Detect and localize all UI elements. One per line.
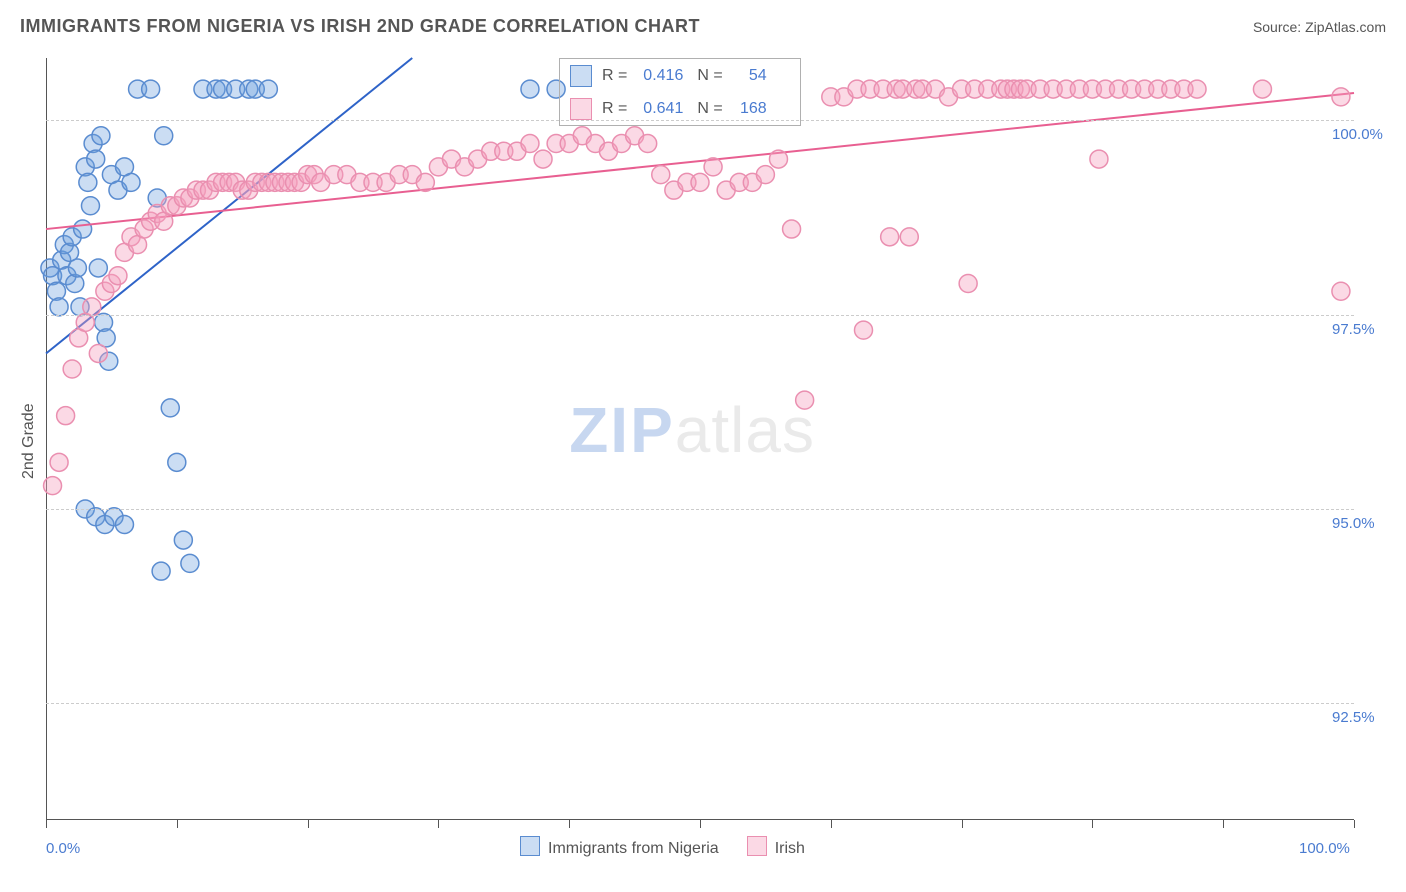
data-point — [259, 80, 277, 98]
data-point — [83, 298, 101, 316]
x-tick-mark — [962, 820, 963, 828]
data-point — [769, 150, 787, 168]
data-point — [115, 516, 133, 534]
legend-swatch-icon — [570, 98, 592, 120]
data-point — [50, 453, 68, 471]
data-point — [704, 158, 722, 176]
y-tick-label: 92.5% — [1332, 709, 1375, 726]
legend-swatch-icon — [570, 65, 592, 87]
data-point — [521, 80, 539, 98]
stats-legend: R =0.416 N = 54 R =0.641 N = 168 — [559, 58, 801, 126]
data-point — [1253, 80, 1271, 98]
data-point — [50, 298, 68, 316]
x-tick-mark — [1223, 820, 1224, 828]
y-tick-label: 100.0% — [1332, 126, 1383, 143]
data-point — [521, 135, 539, 153]
legend-n-value: 168 — [727, 100, 767, 118]
legend-swatch-icon — [747, 836, 767, 856]
data-point — [1332, 282, 1350, 300]
series-legend: Immigrants from Nigeria Irish — [520, 836, 805, 858]
x-tick-label: 0.0% — [46, 840, 80, 857]
legend-swatch-icon — [520, 836, 540, 856]
data-point — [89, 259, 107, 277]
grid-line — [46, 315, 1354, 316]
x-tick-mark — [438, 820, 439, 828]
data-point — [1188, 80, 1206, 98]
y-tick-label: 95.0% — [1332, 515, 1375, 532]
data-point — [92, 127, 110, 145]
y-axis-title: 2nd Grade — [20, 403, 38, 479]
data-point — [87, 150, 105, 168]
data-point — [81, 197, 99, 215]
data-point — [652, 166, 670, 184]
chart-title: IMMIGRANTS FROM NIGERIA VS IRISH 2ND GRA… — [20, 16, 700, 37]
x-tick-mark — [308, 820, 309, 828]
data-point — [639, 135, 657, 153]
data-point — [152, 562, 170, 580]
x-tick-mark — [1092, 820, 1093, 828]
legend-n-label: N = — [697, 67, 722, 85]
y-tick-label: 97.5% — [1332, 321, 1375, 338]
data-point — [416, 173, 434, 191]
series-legend-label: Irish — [775, 840, 805, 857]
source-attribution: Source: ZipAtlas.com — [1253, 19, 1386, 35]
data-point — [122, 173, 140, 191]
data-point — [44, 477, 62, 495]
legend-n-label: N = — [697, 100, 722, 118]
data-point — [161, 399, 179, 417]
data-point — [79, 173, 97, 191]
x-tick-mark — [46, 820, 47, 828]
data-point — [796, 391, 814, 409]
data-point — [756, 166, 774, 184]
x-tick-mark — [700, 820, 701, 828]
series-legend-label: Immigrants from Nigeria — [548, 840, 719, 857]
x-tick-mark — [569, 820, 570, 828]
series-legend-item: Irish — [747, 836, 805, 858]
data-point — [89, 344, 107, 362]
x-tick-mark — [1354, 820, 1355, 828]
data-point — [881, 228, 899, 246]
stats-legend-row: R =0.641 N = 168 — [560, 92, 800, 125]
scatter-svg — [46, 58, 1354, 820]
legend-r-label: R = — [602, 100, 627, 118]
data-point — [855, 321, 873, 339]
data-point — [1332, 88, 1350, 106]
data-point — [959, 274, 977, 292]
legend-n-value: 54 — [727, 67, 767, 85]
grid-line — [46, 703, 1354, 704]
data-point — [109, 267, 127, 285]
data-point — [63, 360, 81, 378]
x-tick-mark — [831, 820, 832, 828]
data-point — [783, 220, 801, 238]
data-point — [174, 531, 192, 549]
x-tick-label: 100.0% — [1299, 840, 1350, 857]
data-point — [534, 150, 552, 168]
data-point — [142, 80, 160, 98]
data-point — [74, 220, 92, 238]
stats-legend-row: R =0.416 N = 54 — [560, 59, 800, 92]
data-point — [57, 407, 75, 425]
legend-r-label: R = — [602, 67, 627, 85]
data-point — [155, 127, 173, 145]
data-point — [900, 228, 918, 246]
data-point — [181, 554, 199, 572]
data-point — [1090, 150, 1108, 168]
data-point — [168, 453, 186, 471]
legend-r-value: 0.416 — [631, 67, 683, 85]
legend-r-value: 0.641 — [631, 100, 683, 118]
grid-line — [46, 509, 1354, 510]
series-legend-item: Immigrants from Nigeria — [520, 836, 719, 858]
data-point — [68, 259, 86, 277]
data-point — [691, 173, 709, 191]
x-tick-mark — [177, 820, 178, 828]
